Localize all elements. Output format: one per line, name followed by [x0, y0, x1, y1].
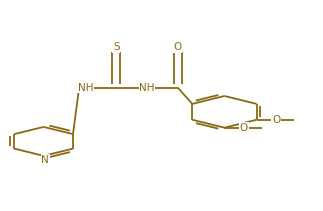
Text: O: O	[240, 123, 248, 133]
Text: O: O	[272, 115, 280, 125]
Text: O: O	[173, 42, 182, 53]
Text: N: N	[41, 155, 49, 165]
Text: NH: NH	[139, 83, 155, 93]
Text: NH: NH	[78, 83, 93, 93]
Text: S: S	[113, 42, 120, 53]
